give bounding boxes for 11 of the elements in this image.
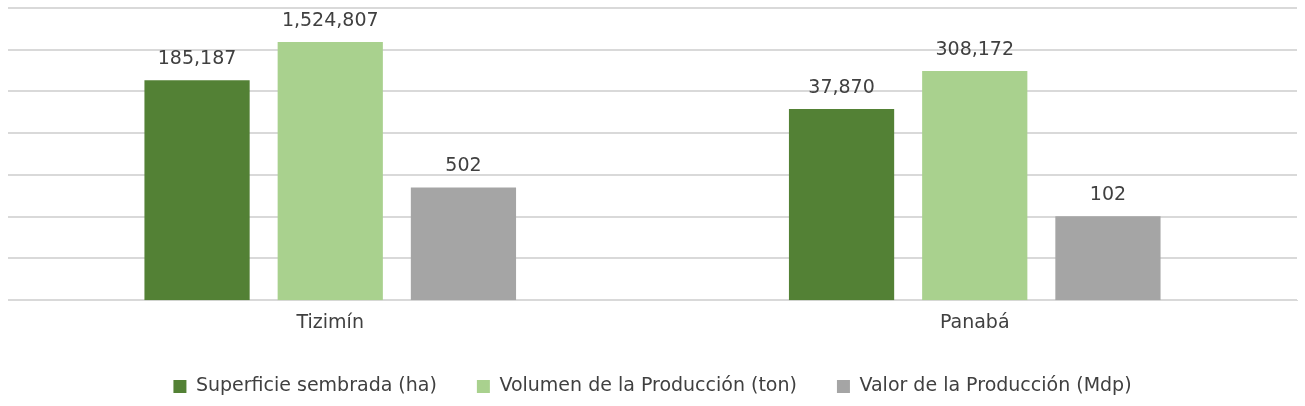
data-label: 308,172	[935, 36, 1015, 59]
data-label: 102	[1089, 181, 1127, 204]
data-label: 502	[445, 152, 482, 175]
data-label: 1,524,807	[281, 7, 379, 30]
legend-label: Valor de la Producción (Mdp)	[859, 373, 1132, 396]
x-tick-label: Panabá	[939, 309, 1010, 332]
legend-label: Superficie sembrada (ha)	[195, 373, 437, 396]
legend-label: Volumen de la Producción (ton)	[499, 373, 797, 396]
data-label: 37,870	[808, 74, 875, 97]
data-label: 185,187	[157, 45, 237, 68]
x-tick-label: Tizimín	[295, 309, 364, 332]
